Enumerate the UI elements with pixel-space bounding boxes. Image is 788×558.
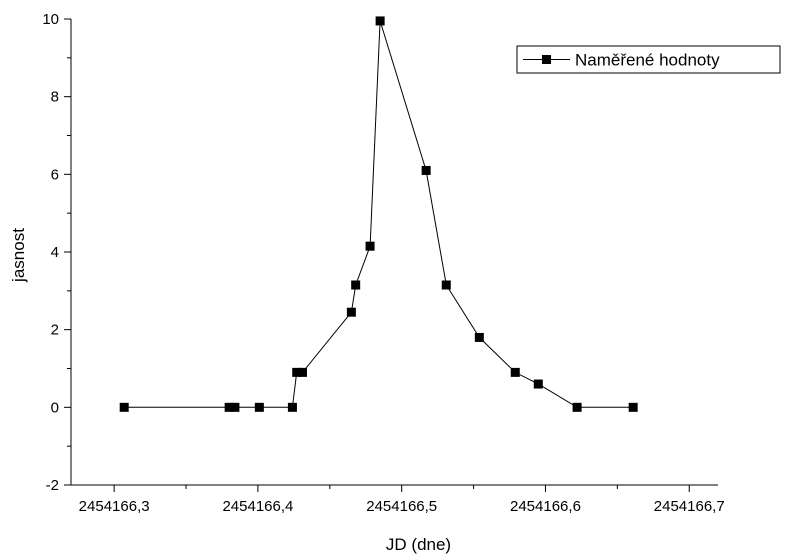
data-point [421, 165, 431, 175]
y-axis-title: jasnost [9, 228, 28, 283]
legend-marker-swatch [542, 55, 551, 64]
y-tick-label: 10 [42, 11, 59, 28]
data-point [572, 402, 582, 412]
x-tick-label: 2454166,3 [79, 498, 150, 515]
series-line [124, 20, 634, 408]
data-point [533, 379, 543, 389]
x-tick-label: 2454166,5 [366, 498, 437, 515]
axes: -2 0 2 4 6 8 10 2454166,3 2454166,4 2454166,5 2454… [9, 11, 725, 554]
data-point [292, 367, 302, 377]
x-tick-label: 2454166,6 [510, 498, 581, 515]
data-point [441, 280, 451, 290]
y-tick-label: 6 [51, 166, 59, 183]
data-point [351, 280, 361, 290]
data-point [474, 332, 484, 342]
data-point [628, 402, 638, 412]
x-tick-label: 2454166,7 [654, 498, 725, 515]
y-tick-label: 4 [51, 244, 59, 261]
data-point [510, 367, 520, 377]
data-point [365, 241, 375, 251]
y-tick-label: 0 [51, 399, 59, 416]
data-point [230, 402, 240, 412]
y-tick-label: -2 [46, 477, 59, 494]
y-tick-label: 2 [51, 322, 59, 339]
data-point [297, 367, 307, 377]
data-point [224, 402, 234, 412]
x-axis-title: JD (dne) [386, 535, 451, 554]
plot-area [119, 16, 638, 412]
legend: Naměřené hodnoty [516, 45, 781, 74]
y-tick-label: 8 [51, 89, 59, 106]
legend-label: Naměřené hodnoty [575, 51, 720, 70]
data-point [254, 402, 264, 412]
data-point [119, 402, 129, 412]
data-point [375, 16, 385, 26]
data-point [287, 402, 297, 412]
x-tick-label: 2454166,4 [222, 498, 293, 515]
data-point [346, 307, 356, 317]
